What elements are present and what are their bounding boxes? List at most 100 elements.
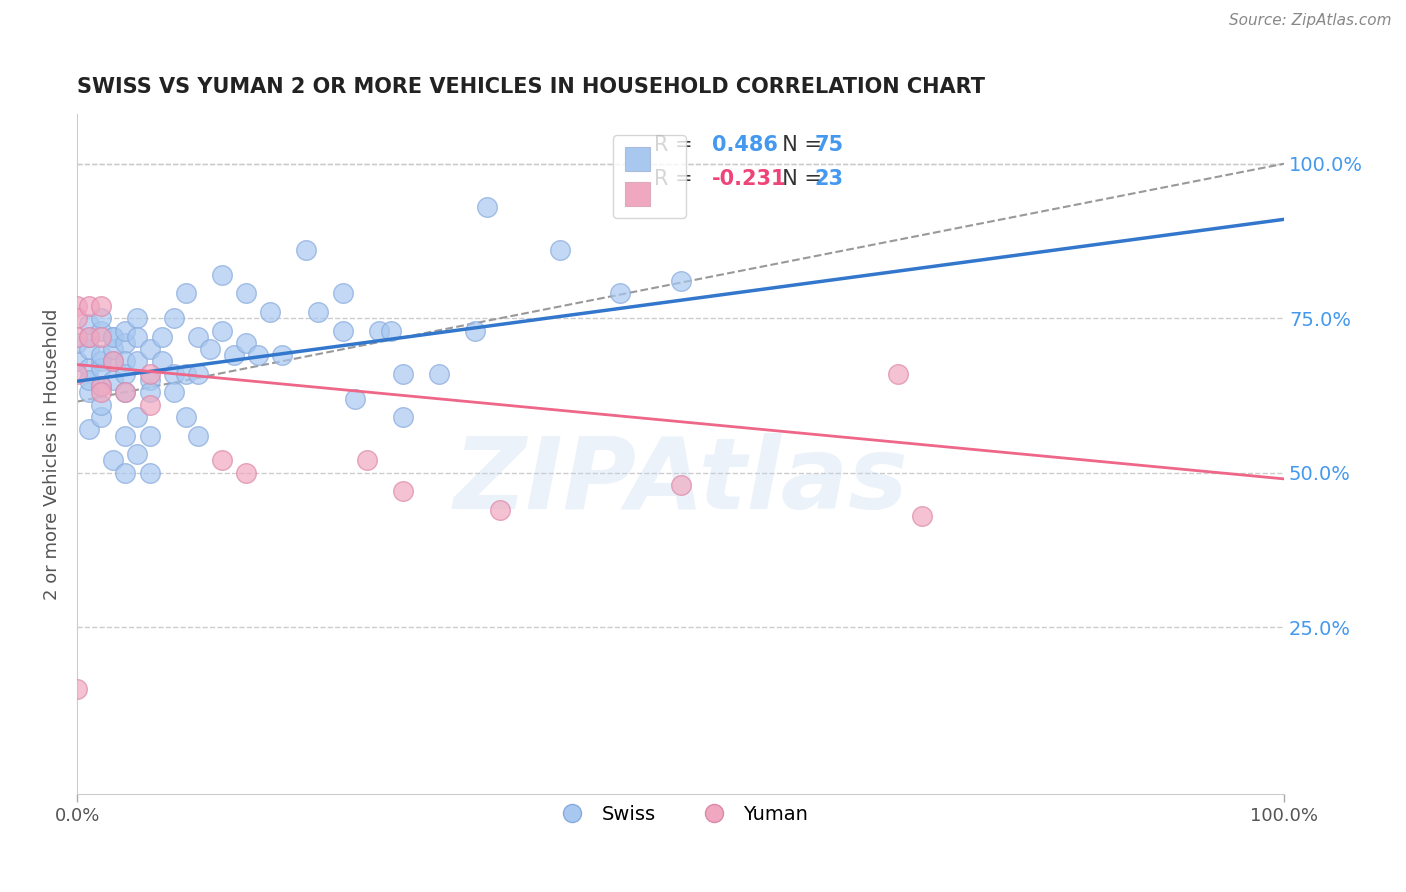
Text: 0.486: 0.486: [711, 135, 778, 155]
Point: [77, 342, 100, 356]
Point: [90, 299, 112, 313]
Point: [77, 330, 100, 344]
Point: [477, 200, 499, 214]
Point: [211, 268, 233, 282]
Point: [127, 354, 149, 368]
Point: [138, 466, 160, 480]
Point: [66, 330, 89, 344]
Point: [114, 354, 136, 368]
Legend: Swiss, Yuman: Swiss, Yuman: [546, 797, 815, 832]
Point: [103, 354, 125, 368]
Point: [103, 373, 125, 387]
Point: [174, 286, 197, 301]
Text: Source: ZipAtlas.com: Source: ZipAtlas.com: [1229, 13, 1392, 29]
Point: [548, 244, 571, 258]
Point: [887, 367, 910, 381]
Point: [66, 367, 89, 381]
Point: [138, 342, 160, 356]
Point: [163, 311, 186, 326]
Point: [127, 330, 149, 344]
Text: SWISS VS YUMAN 2 OR MORE VEHICLES IN HOUSEHOLD CORRELATION CHART: SWISS VS YUMAN 2 OR MORE VEHICLES IN HOU…: [77, 78, 986, 97]
Point: [235, 286, 257, 301]
Point: [187, 428, 209, 442]
Point: [380, 324, 402, 338]
Text: N =: N =: [769, 135, 828, 155]
Point: [90, 398, 112, 412]
Point: [90, 410, 112, 425]
Point: [77, 373, 100, 387]
Point: [367, 324, 389, 338]
Point: [114, 466, 136, 480]
Point: [187, 330, 209, 344]
Point: [127, 410, 149, 425]
Point: [427, 367, 450, 381]
Point: [90, 385, 112, 400]
Point: [247, 348, 270, 362]
Point: [222, 348, 245, 362]
Point: [911, 508, 934, 523]
Point: [90, 348, 112, 362]
Point: [77, 360, 100, 375]
Point: [235, 466, 257, 480]
Text: R =: R =: [654, 135, 699, 155]
Point: [332, 324, 354, 338]
Point: [103, 342, 125, 356]
Point: [138, 398, 160, 412]
Point: [90, 324, 112, 338]
Point: [211, 324, 233, 338]
Text: 75: 75: [814, 135, 844, 155]
Point: [669, 478, 692, 492]
Point: [187, 367, 209, 381]
Point: [308, 305, 330, 319]
Point: [66, 299, 89, 313]
Point: [90, 354, 112, 368]
Point: [343, 392, 366, 406]
Point: [669, 274, 692, 288]
Point: [392, 484, 415, 499]
Point: [392, 410, 415, 425]
Point: [90, 379, 112, 393]
Point: [271, 348, 294, 362]
Point: [114, 367, 136, 381]
Point: [114, 428, 136, 442]
Point: [114, 385, 136, 400]
Point: [235, 335, 257, 350]
Point: [356, 453, 378, 467]
Point: [392, 367, 415, 381]
Point: [103, 453, 125, 467]
Point: [198, 342, 221, 356]
Point: [90, 330, 112, 344]
Point: [90, 379, 112, 393]
Point: [150, 330, 173, 344]
Point: [609, 286, 631, 301]
Point: [77, 422, 100, 436]
Point: [259, 305, 281, 319]
Point: [464, 324, 486, 338]
Point: [138, 373, 160, 387]
Point: [163, 385, 186, 400]
Point: [90, 311, 112, 326]
Text: ZIPAtlas: ZIPAtlas: [453, 433, 908, 530]
Point: [150, 354, 173, 368]
Point: [332, 286, 354, 301]
Point: [66, 681, 89, 696]
Point: [77, 318, 100, 332]
Point: [114, 335, 136, 350]
Point: [66, 311, 89, 326]
Point: [103, 330, 125, 344]
Text: 23: 23: [814, 169, 844, 189]
Point: [174, 367, 197, 381]
Point: [77, 385, 100, 400]
Text: R =: R =: [654, 169, 699, 189]
Point: [77, 330, 100, 344]
Point: [103, 354, 125, 368]
Point: [90, 360, 112, 375]
Y-axis label: 2 or more Vehicles in Household: 2 or more Vehicles in Household: [44, 309, 60, 599]
Point: [127, 447, 149, 461]
Point: [66, 354, 89, 368]
Point: [127, 311, 149, 326]
Point: [163, 367, 186, 381]
Point: [138, 385, 160, 400]
Point: [103, 330, 125, 344]
Point: [138, 428, 160, 442]
